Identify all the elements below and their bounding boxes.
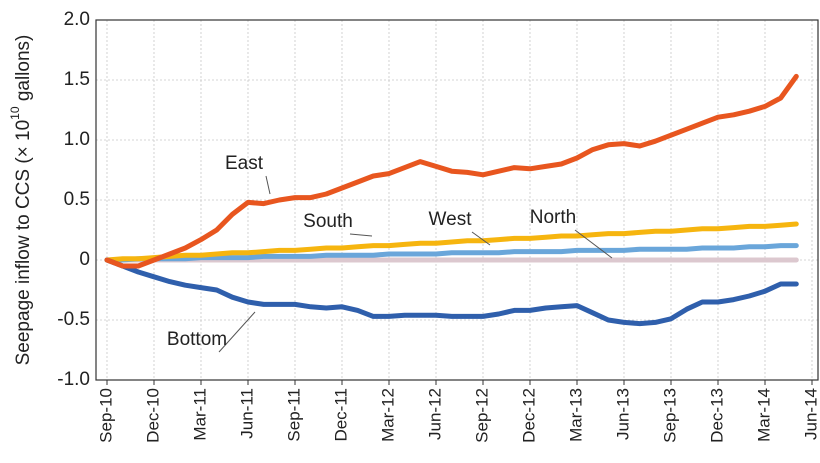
x-tick-label: Jun-13 (613, 388, 632, 440)
x-tick-label: Sep-13 (660, 388, 679, 443)
x-tick-label: Jun-12 (425, 388, 444, 440)
series-line (104, 73, 799, 269)
x-tick-label: Mar-12 (378, 388, 397, 442)
series-line (104, 221, 799, 263)
x-tick-label: Sep-10 (96, 388, 115, 443)
leader-line (349, 233, 373, 237)
x-tick-label: Jun-14 (801, 388, 820, 440)
y-axis-label: Seepage inflow to CCS (× 1010 gallons) (8, 35, 34, 366)
y-tick-label: 1.5 (64, 69, 90, 90)
leader-line (471, 231, 491, 246)
x-tick-label: Mar-14 (754, 388, 773, 442)
y-tick-label: 1.0 (64, 129, 90, 150)
x-tick-label: Mar-13 (566, 388, 585, 442)
series-line (104, 257, 799, 327)
y-tick-label: 2.0 (64, 9, 90, 30)
leader-line (218, 311, 256, 353)
annotation: Bottom (167, 329, 227, 350)
y-label-sup: 10 (8, 106, 22, 120)
x-tick-label: Sep-12 (472, 388, 491, 443)
y-label-after: gallons) (13, 35, 34, 107)
series-line (104, 243, 799, 263)
y-tick-label: 0 (79, 249, 90, 270)
annotation: East (225, 153, 264, 174)
x-tick-label: Jun-11 (237, 388, 256, 439)
y-label-text: Seepage inflow to CCS (× 10 (13, 120, 34, 366)
annotation: South (303, 211, 353, 232)
leader-line (574, 229, 613, 259)
x-tick-label: Dec-10 (143, 388, 162, 443)
annotation: West (429, 209, 473, 230)
x-tick-label: Sep-11 (284, 388, 303, 442)
y-tick-label: 0.5 (64, 189, 90, 210)
plot-frame (95, 19, 819, 381)
x-tick-label: Mar-11 (190, 388, 209, 441)
x-tick-label: Dec-11 (331, 388, 350, 442)
y-tick-label: -1.0 (57, 369, 90, 390)
y-tick-label: -0.5 (57, 309, 90, 330)
x-tick-label: Dec-12 (519, 388, 538, 443)
x-tick-label: Dec-13 (707, 388, 726, 443)
annotation: North (530, 207, 576, 228)
leader-line (265, 175, 271, 195)
